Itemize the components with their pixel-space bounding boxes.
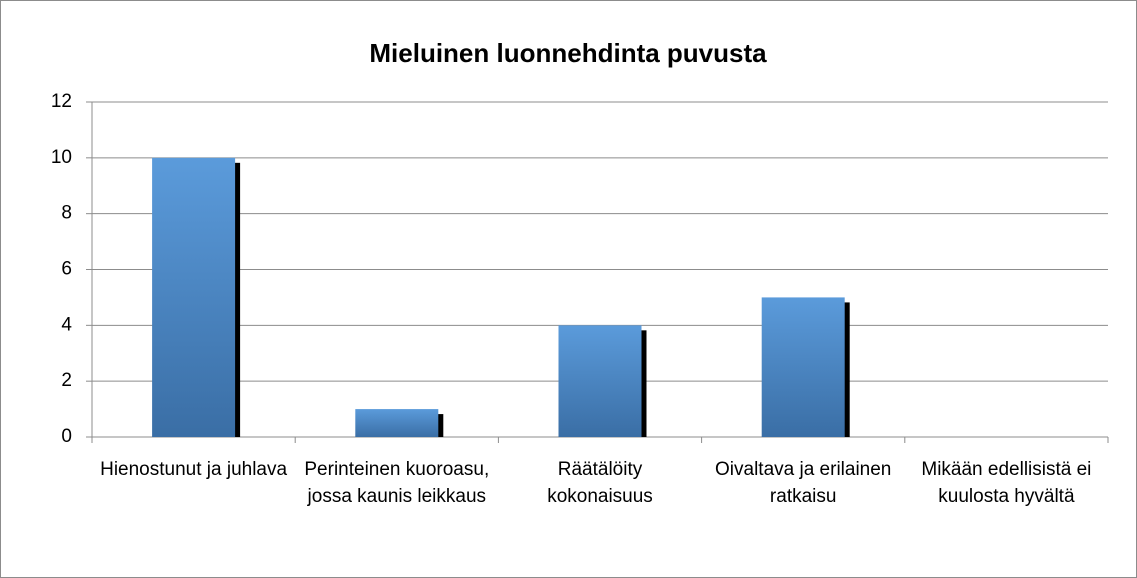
y-tick-label: 12 <box>51 91 72 112</box>
x-tick-label: Räätälöity kokonaisuus <box>547 459 653 507</box>
bar <box>558 325 642 437</box>
x-tick-label: Hienostunut ja juhlava <box>100 459 287 480</box>
y-tick-label: 8 <box>61 203 72 224</box>
y-tick-label: 4 <box>61 314 72 335</box>
x-tick-label: Perinteinen kuoroasu, jossa kaunis leikka… <box>304 459 489 507</box>
y-tick-label: 6 <box>61 259 72 280</box>
y-tick-label: 2 <box>61 370 72 391</box>
chart-title: Mieluinen luonnehdinta puvusta <box>369 38 767 68</box>
x-tick-label: Oivaltava ja erilainen ratkaisu <box>715 459 891 507</box>
bar <box>761 297 845 437</box>
y-tick-label: 0 <box>61 426 72 447</box>
y-tick-label: 10 <box>51 147 72 168</box>
bar <box>152 157 236 438</box>
x-tick-label: Mikään edellisistä ei kuulosta hyvältä <box>921 459 1091 507</box>
bar <box>355 409 439 437</box>
